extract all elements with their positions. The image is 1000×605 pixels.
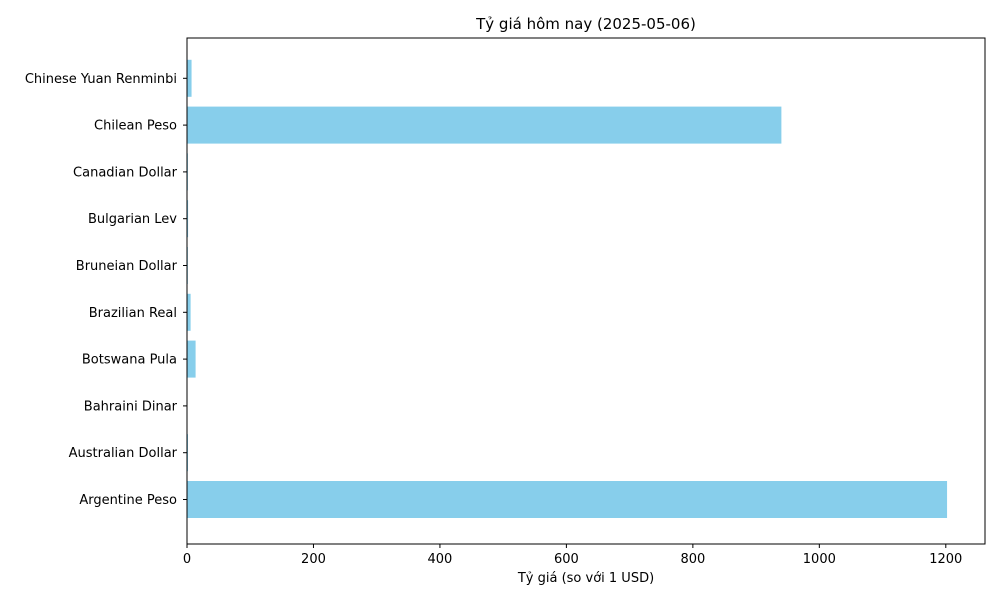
y-tick-label: Argentine Peso	[79, 493, 177, 508]
bars-group	[187, 60, 947, 518]
bar	[187, 107, 781, 144]
x-tick-label: 1000	[803, 552, 836, 567]
bar	[187, 341, 196, 378]
y-tick-label: Canadian Dollar	[73, 165, 178, 180]
bar	[187, 60, 192, 97]
y-tick-label: Bruneian Dollar	[76, 259, 178, 274]
x-tick-label: 600	[554, 552, 579, 567]
y-tick-label: Chinese Yuan Renminbi	[25, 72, 177, 87]
bar	[187, 481, 947, 518]
y-tick-label: Bahraini Dinar	[84, 399, 178, 414]
y-tick-label: Chilean Peso	[94, 119, 177, 134]
x-tick-label: 400	[428, 552, 453, 567]
y-tick-label: Bulgarian Lev	[88, 212, 177, 227]
y-tick-label: Australian Dollar	[69, 446, 178, 461]
y-tick-label: Botswana Pula	[82, 353, 177, 368]
x-tick-label: 0	[183, 552, 191, 567]
x-tick-label: 800	[680, 552, 705, 567]
y-tick-label: Brazilian Real	[89, 306, 177, 321]
chart-title: Tỷ giá hôm nay (2025-05-06)	[475, 15, 696, 33]
bar	[187, 294, 191, 331]
x-tick-label: 200	[301, 552, 326, 567]
x-axis-label: Tỷ giá (so với 1 USD)	[517, 571, 654, 586]
x-axis: 0 200 400 600 800 1000 1200	[183, 544, 962, 567]
y-axis: Argentine Peso Australian Dollar Bahraini …	[25, 72, 187, 508]
x-tick-label: 1200	[929, 552, 962, 567]
